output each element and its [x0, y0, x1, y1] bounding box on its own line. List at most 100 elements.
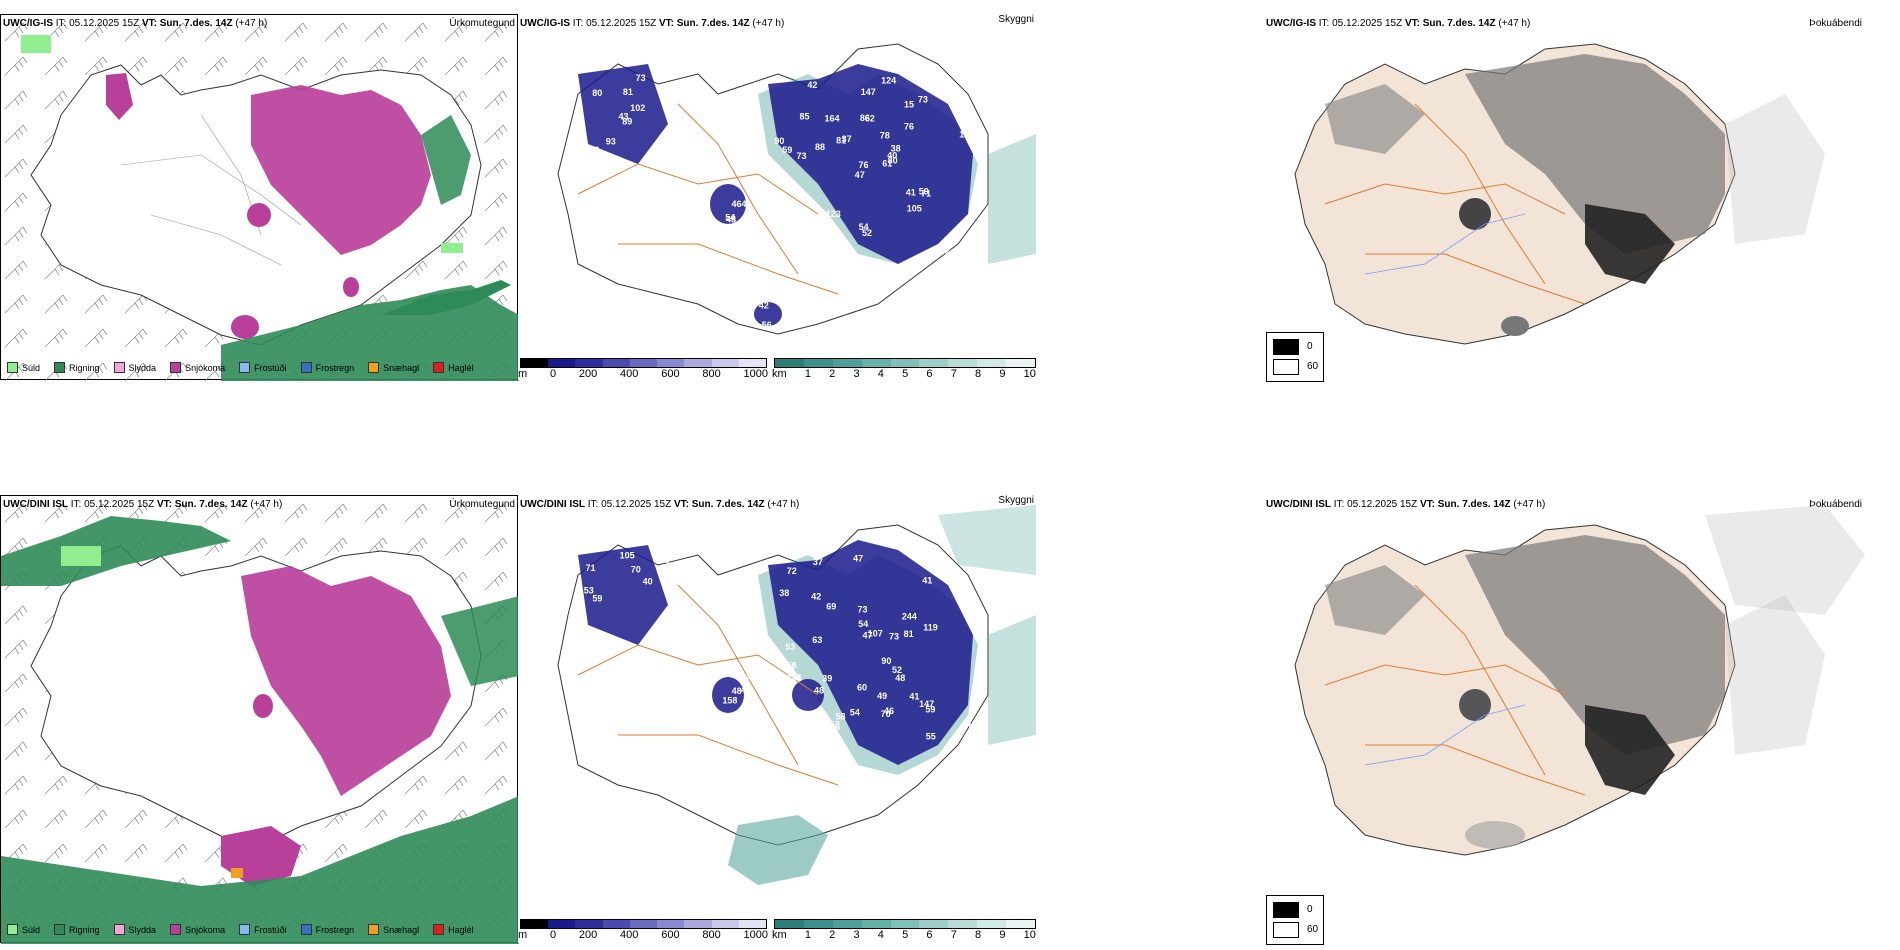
cloud-base-label: 41	[906, 187, 916, 197]
cloud-base-label: 48	[814, 686, 824, 696]
cloud-base-label: 15	[904, 99, 914, 109]
cloud-base-label: 44	[966, 718, 976, 728]
cloud-base-label: 52	[862, 228, 872, 238]
cloud-base-ticks-row1: m 0 200 400 600 800 1000	[518, 368, 768, 380]
cloud-base-label: 47	[853, 554, 863, 564]
fog-panel-title-row2: Þokuábendi	[1809, 499, 1862, 510]
cloud-base-ticks-row2: m 0 200 400 600 800 1000	[518, 929, 768, 941]
cloud-base-label: 37	[813, 557, 823, 567]
cloud-base-label: 46	[884, 706, 894, 716]
fog-panel-row2: Þokuábendi	[1265, 495, 1900, 943]
cloud-base-label: 64	[769, 780, 779, 790]
cloud-base-label: 49	[741, 685, 751, 695]
fog-legend-swatch-60	[1273, 359, 1299, 375]
lead-time: (+47 h)	[235, 18, 268, 29]
legend-item: Snjókoma	[170, 924, 225, 935]
cloud-base-label: 72	[787, 566, 797, 576]
cloud-base-label: 73	[636, 73, 646, 83]
precip-map-row1	[1, 15, 519, 381]
legend-item: Slydda	[113, 362, 156, 373]
cloud-base-label: 41	[922, 575, 932, 585]
cloud-base-label: 76	[859, 160, 869, 170]
cloud-base-label: 85	[934, 560, 944, 570]
cloud-base-label: 88	[815, 142, 825, 152]
legend-item: Snjókoma	[170, 362, 225, 373]
model-name: UWC/IG-IS	[3, 18, 53, 29]
cloud-base-label: 71	[586, 563, 596, 573]
cloud-base-label: 58	[806, 248, 816, 258]
cloud-base-label: 147	[861, 87, 876, 97]
precip-header-row2: UWC/DINI ISL IT: 05.12.2025 15Z VT: Sun.…	[3, 499, 283, 510]
cloud-base-label: 54	[859, 222, 869, 232]
legend-item: Snæhagl	[368, 362, 419, 373]
cloud-base-scale-row2	[520, 919, 767, 929]
cloud-base-label: 81	[904, 629, 914, 639]
legend-item: Súld	[7, 362, 40, 373]
legend-item: Slydda	[113, 924, 156, 935]
fog-legend-swatch-60	[1273, 922, 1299, 938]
cloud-base-label: 47	[855, 170, 865, 180]
fog-legend-swatch-0	[1273, 339, 1299, 355]
cloud-base-label: 62	[865, 114, 875, 124]
cloud-base-label: 38	[891, 143, 901, 153]
fog-header-row1: UWC/IG-IS IT: 05.12.2025 15Z VT: Sun. 7.…	[1266, 18, 1531, 29]
cloud-base-label: 60	[857, 683, 867, 693]
cloud-base-label: 52	[940, 245, 950, 255]
cloud-base-label: 37	[842, 134, 852, 144]
cloud-base-label: 124	[881, 75, 896, 85]
cloud-numbers-row2: 53 105 40 56 71 93 59 70 73 85 107 49 47 38 42 48 46 53 90…	[584, 551, 976, 814]
precip-panel-title-row1: Úrkomutegund	[449, 18, 515, 29]
visibility-scale-row1	[774, 358, 1036, 368]
cloud-base-label: 69	[826, 601, 836, 611]
cloud-base-label: 53	[584, 586, 594, 596]
cloud-base-label: 59	[592, 593, 602, 603]
legend-item: Haglél	[433, 924, 474, 935]
cloud-base-label: 123	[826, 209, 841, 219]
cloud-base-label: 41	[909, 691, 919, 701]
cloud-base-label: 42	[807, 80, 817, 90]
cloud-base-label: 188	[959, 130, 974, 140]
cloud-base-label: 158	[722, 695, 737, 705]
cloud-base-label: 90	[881, 656, 891, 666]
cloud-base-label: 33	[778, 803, 788, 813]
cloud-base-label: 464	[732, 199, 747, 209]
cloud-base-label: 38	[779, 588, 789, 598]
fog-legend-row2: 0 60	[1266, 895, 1324, 945]
legend-item: Frostregn	[300, 924, 354, 935]
fog-map-row1	[1294, 43, 1825, 345]
cloud-base-label: 54	[725, 213, 735, 223]
cloud-base-label: 45	[803, 210, 813, 220]
cloud-base-label: 93	[606, 136, 616, 146]
fog-legend-swatch-0	[1273, 902, 1299, 918]
cloud-base-label: 59	[919, 186, 929, 196]
cloud-base-label: 81	[836, 135, 846, 145]
cloud-panel-row2: 53 105 40 56 71 93 59 70 73 85 107 49 47 38 42 48 46 53 90…	[518, 495, 1036, 943]
cloud-base-label: 70	[631, 565, 641, 575]
cloud-base-label: 105	[620, 551, 635, 561]
cloud-base-label: 39	[822, 674, 832, 684]
fog-header-row2: UWC/DINI ISL IT: 05.12.2025 15Z VT: Sun.…	[1266, 499, 1546, 510]
cloud-base-label: 73	[918, 95, 928, 105]
valid-time: VT: Sun. 7.des. 14Z	[141, 18, 233, 29]
cloud-map-row2: 53 105 40 56 71 93 59 70 73 85 107 49 47 38 42 48 46 53 90…	[557, 505, 1036, 885]
cloud-base-label: 85	[800, 111, 810, 121]
precip-panel-row1: UWC/IG-IS IT: 05.12.2025 15Z VT: Sun. 7.…	[0, 14, 519, 381]
cloud-base-label: 89	[622, 117, 632, 127]
cloud-base-label: 61	[882, 159, 892, 169]
cloud-base-label: 76	[904, 122, 914, 132]
cloud-header-row1: UWC/IG-IS IT: 05.12.2025 15Z VT: Sun. 7.…	[520, 18, 785, 29]
cloud-base-label: 48	[726, 215, 736, 225]
fog-legend-row1: 0 60	[1266, 332, 1324, 382]
cloud-base-label: 147	[919, 699, 934, 709]
cloud-base-label: 42	[759, 301, 769, 311]
cloud-base-scale-row1	[520, 358, 767, 368]
cloud-base-label: 54	[858, 619, 868, 629]
legend-item: Haglél	[433, 362, 474, 373]
cloud-base-label: 80	[592, 88, 602, 98]
cloud-base-label: 70	[790, 249, 800, 259]
cloud-base-label: 90	[774, 136, 784, 146]
cloud-base-label: 58	[836, 712, 846, 722]
unit-km: km	[772, 368, 787, 380]
cloud-base-label: 107	[868, 628, 883, 638]
cloud-base-label: 53	[785, 642, 795, 652]
